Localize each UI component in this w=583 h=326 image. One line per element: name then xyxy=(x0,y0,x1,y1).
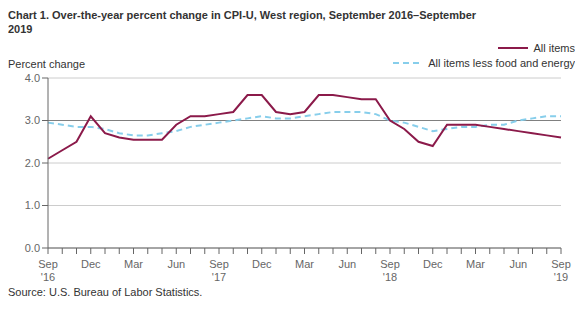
svg-text:Jun: Jun xyxy=(167,258,185,270)
svg-text:Sep'17: Sep'17 xyxy=(209,258,229,283)
svg-text:Dec: Dec xyxy=(81,258,101,270)
html-text:All items: All items xyxy=(533,41,575,54)
svg-text:1.0: 1.0 xyxy=(25,199,40,211)
svg-text:Jun: Jun xyxy=(338,258,356,270)
svg-text:2.0: 2.0 xyxy=(25,157,40,169)
svg-text:Dec: Dec xyxy=(423,258,443,270)
svg-text:Sep'19: Sep'19 xyxy=(551,258,571,283)
svg-text:Mar: Mar xyxy=(124,258,143,270)
svg-text:Sep'18: Sep'18 xyxy=(380,258,400,283)
html-text:Chart 1. Over-the-year percent: Chart 1. Over-the-year percent change in… xyxy=(8,9,477,35)
svg-text:4.0: 4.0 xyxy=(25,72,40,84)
html-text:Percent change: Percent change xyxy=(8,58,86,70)
svg-text:0.0: 0.0 xyxy=(25,242,40,254)
svg-text:Jun: Jun xyxy=(509,258,527,270)
svg-text:Sep'16: Sep'16 xyxy=(38,258,58,283)
svg-text:Mar: Mar xyxy=(295,258,314,270)
html-text:Source: U.S. Bureau of Labor S: Source: U.S. Bureau of Labor Statistics. xyxy=(8,286,203,298)
html-text:All items less food and energy: All items less food and energy xyxy=(428,56,575,69)
svg-text:3.0: 3.0 xyxy=(25,114,40,126)
svg-text:Mar: Mar xyxy=(466,258,485,270)
svg-text:Dec: Dec xyxy=(252,258,272,270)
